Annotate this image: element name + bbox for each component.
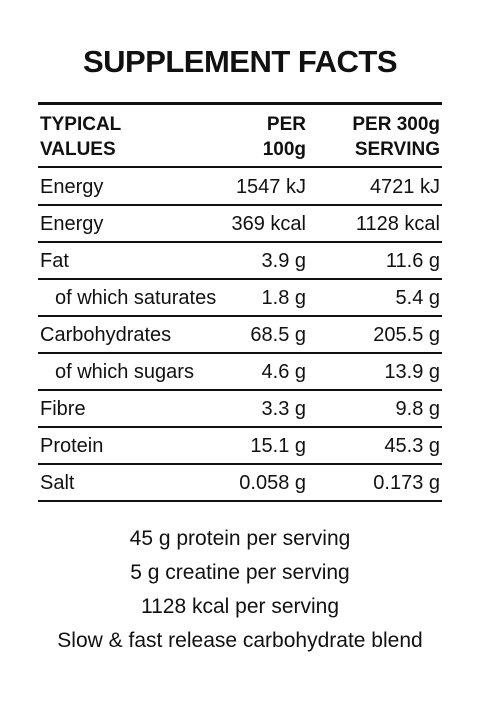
row-value: 0.058 g (239, 472, 306, 494)
column-header: 100g (262, 139, 306, 160)
footer-line: 45 g protein per serving (129, 527, 351, 550)
row-label: Fat (40, 250, 69, 272)
row-value: 0.173 g (373, 472, 440, 494)
footer-line: 1128 kcal per serving (140, 595, 340, 618)
rule (38, 102, 442, 105)
row-value: 45.3 g (384, 435, 440, 457)
column-header: VALUES (40, 139, 116, 160)
footer-line: Slow & fast release carbohydrate blend (57, 629, 423, 652)
rule (38, 500, 442, 502)
row-value: 9.8 g (395, 398, 440, 420)
rule (38, 204, 442, 206)
row-value: 4.6 g (261, 361, 306, 383)
rule (38, 352, 442, 354)
row-value: 15.1 g (250, 435, 306, 457)
row-label: of which saturates (55, 287, 217, 309)
row-label: Salt (40, 472, 75, 494)
rule (38, 389, 442, 391)
footer-line: 5 g creatine per serving (130, 561, 350, 584)
row-label: Carbohydrates (40, 324, 172, 346)
row-value: 1.8 g (261, 287, 306, 309)
rule (38, 315, 442, 317)
rule (38, 426, 442, 428)
column-header: PER 300g (352, 114, 440, 135)
row-value: 205.5 g (373, 324, 440, 346)
title: SUPPLEMENT FACTS (82, 44, 398, 79)
rule (38, 166, 442, 168)
column-header: TYPICAL (40, 114, 122, 135)
row-value: 1128 kcal (355, 213, 440, 235)
column-header: PER (266, 114, 306, 135)
row-value: 13.9 g (384, 361, 440, 383)
row-value: 4721 kJ (369, 176, 440, 198)
row-value: 1547 kJ (235, 176, 306, 198)
rule (38, 278, 442, 280)
row-label: Energy (40, 176, 104, 198)
row-value: 369 kcal (231, 213, 307, 235)
column-header: SERVING (354, 139, 440, 160)
row-value: 68.5 g (250, 324, 306, 346)
row-label: Protein (40, 435, 104, 457)
row-value: 5.4 g (395, 287, 440, 309)
row-label: Fibre (40, 398, 86, 420)
row-value: 11.6 g (385, 250, 440, 272)
row-label: Energy (40, 213, 104, 235)
row-label: of which sugars (55, 361, 194, 383)
row-value: 3.3 g (261, 398, 306, 420)
rule (38, 463, 442, 465)
rule (38, 241, 442, 243)
row-value: 3.9 g (261, 250, 306, 272)
